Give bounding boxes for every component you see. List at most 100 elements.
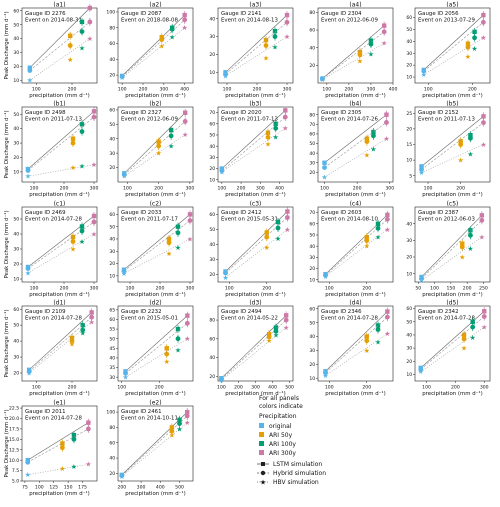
point-hbv: ★ (67, 56, 73, 64)
series-line (420, 326, 485, 373)
y-tick-label: 40 (209, 16, 215, 22)
point-hybrid (70, 239, 76, 244)
panel-label: (c4) (350, 201, 362, 208)
panel-label: (c2) (150, 201, 162, 208)
gauge-id: Gauge ID 2304 (321, 11, 362, 17)
point-hbv: ★ (70, 245, 76, 253)
panel-label: (b1) (53, 101, 65, 108)
point-hybrid (364, 338, 370, 344)
y-tick-label: 20 (309, 63, 315, 69)
y-tick-label: 70 (309, 210, 315, 216)
series-line (27, 221, 95, 269)
gauge-id: Gauge ID 2152 (418, 110, 459, 116)
point-hbv: ★ (59, 465, 65, 473)
point-hbv: ★ (187, 235, 193, 243)
x-tick-label: 100 (32, 385, 41, 391)
gauge-id: Gauge ID 2305 (321, 110, 362, 116)
y-tick-label: 30 (13, 141, 19, 147)
y-tick-label: 50 (13, 22, 19, 28)
legend: For all panels colors indicate Precipita… (257, 395, 326, 487)
series-line (123, 220, 191, 272)
point-hbv: ★ (175, 244, 181, 252)
point-lstm (283, 108, 288, 113)
y-tick-label: 60 (406, 306, 412, 312)
point-hbv: ★ (218, 376, 224, 384)
series-line (27, 116, 95, 171)
x-tick-label: 100 (424, 186, 433, 192)
point-hybrid (364, 139, 370, 145)
point-hbv: ★ (421, 71, 427, 79)
point-hybrid (79, 129, 85, 134)
legend-note-line2: colors indicate (259, 403, 303, 410)
gauge-id: Gauge ID 2387 (418, 210, 459, 216)
y-tick-label: 40 (13, 232, 19, 238)
axes-frame (117, 405, 194, 482)
panel-label: (c1) (54, 201, 66, 208)
series-line (29, 21, 91, 71)
legend-label-hybrid: Hybrid simulation (273, 470, 326, 477)
event-date: Event on 2014-07-28 (25, 416, 82, 422)
point-hbv: ★ (364, 243, 370, 251)
series-line (225, 14, 288, 73)
point-hbv: ★ (164, 358, 170, 366)
y-tick-label: 7.5 (12, 468, 19, 474)
x-tick-label: 100 (422, 385, 431, 391)
x-tick-label: 300 (283, 87, 292, 93)
point-hybrid (223, 71, 228, 77)
series-line (423, 14, 484, 71)
point-hybrid (419, 276, 424, 282)
axes-frame (21, 206, 98, 283)
point-hbv: ★ (119, 74, 125, 82)
point-hybrid (375, 225, 381, 231)
point-hbv: ★ (91, 230, 97, 238)
series-line (221, 315, 287, 379)
point-lstm (175, 224, 181, 229)
panel-d1: (d1) 100 200 20 30 40 50 60 precipitation (mm d⁻… (3, 300, 98, 397)
panel-b3: (b3) 100 200 300 400 10 20 30 40 50 60 70 precipitat… (209, 101, 294, 198)
x-tick-label: 100 (30, 286, 39, 292)
panel-label: (e2) (149, 400, 161, 407)
point-hbv: ★ (70, 164, 76, 172)
point-hybrid (59, 445, 65, 451)
point-lstm (87, 5, 93, 11)
y-tick-label: 10 (13, 277, 19, 283)
x-axis-label: precipitation (mm d⁻¹) (422, 191, 483, 198)
y-tick-label: 60 (209, 336, 215, 342)
y-tick-label: 20 (209, 374, 215, 380)
point-hbv: ★ (364, 151, 370, 159)
panel-label: (b3) (249, 101, 261, 108)
x-axis-label: precipitation (mm d⁻¹) (225, 92, 286, 99)
series-line (322, 43, 385, 80)
y-tick-label: 50 (406, 319, 412, 325)
y-tick-label: 55 (109, 327, 115, 333)
series-line (29, 38, 91, 81)
y-tick-label: 25 (406, 111, 412, 117)
point-lstm (322, 160, 327, 165)
gauge-id: Gauge ID 2342 (418, 309, 459, 315)
point-hybrid (91, 114, 97, 120)
panel-label: (d5) (446, 300, 458, 307)
point-lstm (175, 326, 181, 332)
series-line (225, 229, 288, 278)
gauge-id: Gauge ID 2020 (221, 110, 262, 116)
point-hybrid (85, 426, 91, 432)
point-lstm (182, 12, 187, 18)
point-lstm (375, 323, 381, 328)
series-line (27, 422, 89, 461)
y-tick-label: 40 (209, 355, 215, 361)
series-line (121, 27, 185, 78)
point-hybrid (25, 266, 31, 271)
y-tick-label: 30 (13, 247, 19, 253)
panel-c2: (c2) 100 200 300 10 20 30 40 50 60 precipitation (… (109, 201, 194, 299)
y-tick-label: 60 (109, 41, 115, 47)
x-tick-label: 100 (217, 186, 226, 192)
gauge-id: Gauge ID 2109 (25, 309, 66, 315)
series-line (121, 19, 185, 77)
legend-precip-title: Precipitation (259, 413, 297, 420)
gauge-id: Gauge ID 2498 (25, 110, 66, 116)
axes-frame (414, 305, 491, 382)
point-hybrid (470, 324, 476, 330)
point-hbv: ★ (264, 244, 270, 252)
series-line (421, 236, 483, 281)
x-tick-label: 100 (32, 87, 41, 93)
